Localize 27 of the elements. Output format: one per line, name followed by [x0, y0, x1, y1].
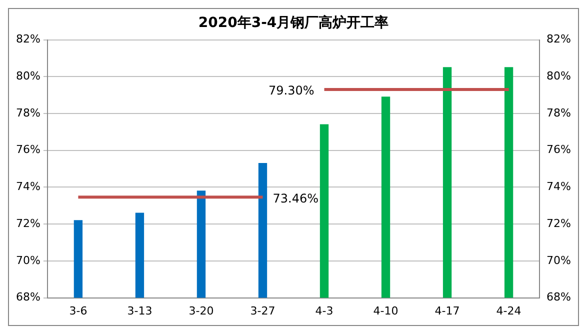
y2-tick-label: 74%: [546, 180, 572, 194]
y-tick-label: 76%: [16, 143, 40, 156]
x-tick-label: 4-10: [373, 304, 398, 318]
y-tick-label: 68%: [16, 290, 40, 304]
chart-title: 2020年3-4月钢厂高炉开工率: [198, 14, 389, 32]
data-label: 73.46%: [272, 191, 319, 206]
y2-tick-label: 76%: [546, 143, 572, 156]
y2-tick-label: 70%: [546, 254, 572, 267]
x-tick-label: 3-6: [69, 304, 88, 318]
y2-tick-label: 72%: [546, 216, 572, 230]
y-tick-label: 80%: [16, 70, 40, 83]
y-tick-label: 78%: [16, 106, 40, 120]
x-tick-label: 3-27: [250, 304, 276, 318]
data-label: 79.30%: [268, 84, 314, 98]
y-tick-label: 72%: [16, 216, 40, 230]
y2-tick-label: 80%: [546, 70, 572, 83]
y-tick-label: 74%: [16, 180, 40, 194]
x-tick-label: 3-13: [127, 304, 152, 318]
x-tick-label: 4-17: [434, 304, 460, 318]
y-tick-label: 82%: [16, 32, 40, 46]
x-tick-label: 3-20: [188, 304, 214, 318]
y2-tick-label: 82%: [546, 32, 572, 46]
y2-tick-label: 78%: [546, 106, 572, 120]
x-tick-label: 4-3: [315, 304, 334, 318]
y2-tick-label: 68%: [546, 290, 572, 304]
y-tick-label: 70%: [16, 254, 40, 267]
x-tick-label: 4-24: [496, 304, 522, 318]
